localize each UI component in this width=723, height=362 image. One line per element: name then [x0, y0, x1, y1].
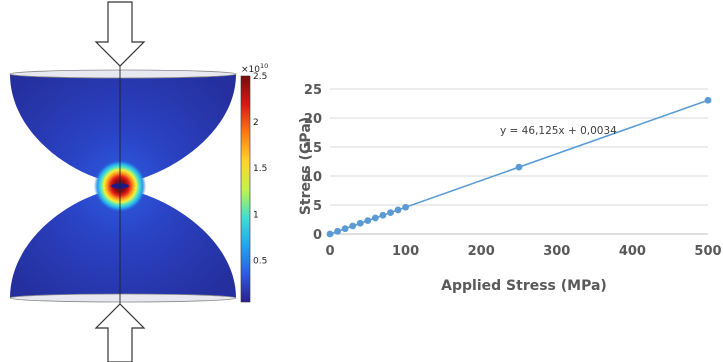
top-load-arrow-icon	[94, 1, 146, 67]
upper-anvil	[10, 74, 236, 184]
x-tick-label: 0	[325, 244, 334, 259]
lower-anvil	[10, 188, 236, 298]
stress-chart: 0 5 10 15 20 25 0 100 200 300 400 500 y = 46,125x …	[298, 83, 722, 294]
gridlines	[330, 88, 708, 235]
x-tick-label: 200	[468, 244, 495, 259]
lower-anvil-bottom-edge	[9, 293, 237, 303]
data-point	[364, 217, 372, 225]
data-point	[402, 203, 409, 211]
data-point	[515, 163, 523, 171]
data-points	[326, 96, 712, 238]
trendline-equation: y = 46,125x + 0,0034	[500, 125, 617, 137]
colorbar-ticks: 2.5 2 1.5 1 0.5	[253, 72, 267, 267]
x-tick-label: 500	[694, 244, 721, 259]
y-axis-title: Stress (GPa)	[298, 117, 314, 215]
y-tick-label: 25	[304, 83, 322, 98]
data-point	[704, 96, 712, 104]
y-tick-label: 15	[304, 141, 322, 156]
colorbar-tick-label: 2.5	[253, 72, 267, 82]
colorbar-tick-label: 0.5	[253, 257, 267, 267]
data-point	[379, 211, 387, 219]
x-axis-ticks: 0 100 200 300 400 500	[325, 244, 721, 259]
y-tick-label: 5	[313, 199, 322, 214]
data-point	[349, 222, 357, 230]
colorbar-tick-label: 1	[253, 210, 259, 220]
colorbar	[240, 75, 251, 303]
colorbar-exponent: ×1010	[241, 62, 268, 75]
x-tick-label: 400	[619, 244, 646, 259]
stress-simulation-figure: ×1010 2.5 2 1.5 1 0.5	[9, 1, 268, 362]
x-tick-label: 300	[543, 244, 570, 259]
data-point	[356, 219, 364, 227]
data-point	[371, 214, 379, 222]
upper-anvil-top-edge	[9, 69, 237, 79]
bottom-load-arrow-icon	[94, 303, 146, 362]
y-tick-label: 20	[304, 112, 322, 127]
colorbar-tick-label: 1.5	[253, 164, 267, 174]
data-point	[394, 206, 402, 214]
x-tick-label: 100	[392, 244, 419, 259]
data-point	[341, 225, 349, 233]
data-point	[387, 209, 394, 216]
y-tick-label: 10	[304, 170, 322, 185]
x-axis-title: Applied Stress (MPa)	[441, 278, 607, 294]
y-axis-ticks: 0 5 10 15 20 25	[304, 83, 322, 243]
data-point	[334, 227, 341, 235]
data-point	[326, 230, 334, 238]
colorbar-tick-label: 2	[253, 118, 259, 128]
y-tick-label: 0	[313, 228, 322, 243]
